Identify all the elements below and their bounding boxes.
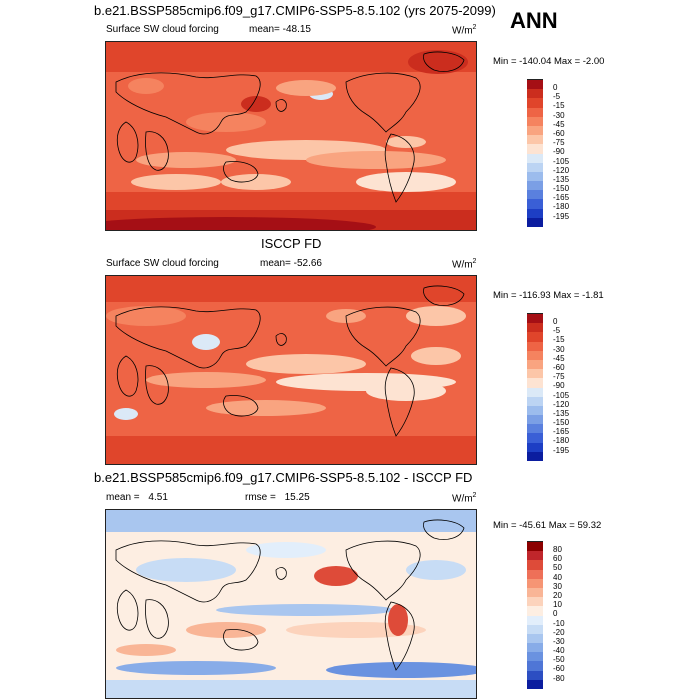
- panel2-units: W/m2: [452, 258, 477, 271]
- panel1-colorbar-tick: -90: [553, 147, 565, 157]
- panel3-units: W/m2: [452, 492, 477, 505]
- panel3-colorbar-tick: -10: [553, 618, 565, 628]
- panel1-colorbar-tick: -120: [553, 165, 570, 175]
- panel2-colorbar-labels: 0 -5 -15 -30 -45 -60 -75 -90 -105 -120 -135 -150 -16…: [553, 317, 569, 455]
- panel1-colorbar-tick: -195: [553, 211, 570, 221]
- panel3-colorbar-tick: 60: [553, 554, 562, 564]
- panel3-colorbar-tick: -30: [553, 636, 565, 646]
- panel2-colorbar-tick: 0: [553, 317, 558, 326]
- panel2-colorbar-tick: -150: [553, 418, 570, 428]
- panel1-title: b.e21.BSSP585cmip6.f09_g17.CMIP6-SSP5-8.…: [94, 3, 496, 18]
- panel1-mean-value: -48.15: [282, 24, 311, 35]
- panel1-colorbar-tick: -30: [553, 110, 565, 120]
- panel3-colorbar-tick: 0: [553, 609, 558, 619]
- panel2-map: [105, 275, 477, 465]
- panel2-colorbar-tick: -15: [553, 335, 565, 345]
- panel1-colorbar: [527, 79, 543, 227]
- panel3-minmax: Min = -45.61 Max = 59.32: [493, 520, 602, 531]
- panel3-colorbar-tick: -60: [553, 664, 565, 674]
- panel3-colorbar-labels: 80 60 50 40 30 20 10 0 -10 -20 -30 -40 -50 -60 -80: [553, 545, 565, 683]
- panel1-colorbar-tick: -150: [553, 184, 570, 194]
- panel2-colorbar-tick: -195: [553, 445, 570, 455]
- panel3-colorbar-tick: 10: [553, 600, 562, 610]
- panel2-colorbar-tick: -75: [553, 372, 565, 382]
- panel2-minmax: Min = -116.93 Max = -1.81: [493, 290, 604, 301]
- season-label: ANN: [510, 8, 558, 33]
- panel3-colorbar-tick: -20: [553, 627, 565, 637]
- panel1-mean-label: mean=: [249, 24, 280, 35]
- panel1-map: [105, 41, 477, 231]
- panel3-colorbar-tick: 20: [553, 590, 562, 600]
- panel2-colorbar-tick: -105: [553, 390, 570, 400]
- panel1-colorbar-tick: -5: [553, 92, 561, 102]
- panel2-colorbar-tick: -45: [553, 353, 565, 363]
- panel2-mean-value: -52.66: [293, 258, 322, 269]
- panel3-rmse: rmse = 15.25: [245, 492, 310, 503]
- panel3-rmse-value: 15.25: [284, 492, 310, 503]
- panel3-colorbar-tick: 40: [553, 572, 562, 582]
- panel3-rmse-label: rmse =: [245, 492, 276, 503]
- panel2-colorbar-tick: -135: [553, 408, 570, 418]
- panel3-colorbar-tick: 80: [553, 545, 562, 554]
- panel3-title: b.e21.BSSP585cmip6.f09_g17.CMIP6-SSP5-8.…: [94, 470, 473, 485]
- panel2-title: ISCCP FD: [261, 236, 322, 251]
- panel1-colorbar-tick: -45: [553, 119, 565, 129]
- panel3-colorbar-tick: 30: [553, 581, 562, 591]
- panel1-colorbar-tick: -165: [553, 193, 570, 203]
- panel2-colorbar-tick: -180: [553, 436, 570, 446]
- panel1-colorbar-tick: -105: [553, 156, 570, 166]
- panel2-mean: mean= -52.66: [260, 258, 322, 269]
- panel2-colorbar: [527, 313, 543, 461]
- panel2-field-label: Surface SW cloud forcing: [106, 258, 219, 269]
- panel1-colorbar-tick: -15: [553, 101, 565, 111]
- panel2-colorbar-tick: -90: [553, 381, 565, 391]
- panel2-mean-label: mean=: [260, 258, 291, 269]
- panel1-colorbar-tick: -180: [553, 202, 570, 212]
- panel2-colorbar-tick: -120: [553, 399, 570, 409]
- panel1-units: W/m2: [452, 24, 477, 37]
- panel3-mean-value: 4.51: [148, 492, 168, 503]
- panel1-colorbar-tick: 0: [553, 83, 558, 92]
- panel3-colorbar: [527, 541, 543, 689]
- panel3-map: [105, 509, 477, 699]
- panel3-colorbar-tick: -50: [553, 655, 565, 665]
- panel1-colorbar-tick: -135: [553, 174, 570, 184]
- panel2-colorbar-tick: -5: [553, 326, 561, 336]
- panel1-field-label: Surface SW cloud forcing: [106, 24, 219, 35]
- panel3-mean-label: mean =: [106, 492, 140, 503]
- panel1-colorbar-tick: -75: [553, 138, 565, 148]
- panel2-colorbar-tick: -60: [553, 362, 565, 372]
- panel1-colorbar-tick: -60: [553, 128, 565, 138]
- panel2-colorbar-tick: -165: [553, 427, 570, 437]
- panel1-minmax: Min = -140.04 Max = -2.00: [493, 56, 605, 67]
- panel3-colorbar-tick: -80: [553, 673, 565, 683]
- panel1-mean: mean= -48.15: [249, 24, 311, 35]
- panel3-colorbar-tick: 50: [553, 563, 562, 573]
- panel3-colorbar-tick: -40: [553, 646, 565, 656]
- panel2-colorbar-tick: -30: [553, 344, 565, 354]
- panel3-mean: mean = 4.51: [106, 492, 168, 503]
- panel1-colorbar-labels: 0 -5 -15 -30 -45 -60 -75 -90 -105 -120 -135 -150 -16…: [553, 83, 569, 221]
